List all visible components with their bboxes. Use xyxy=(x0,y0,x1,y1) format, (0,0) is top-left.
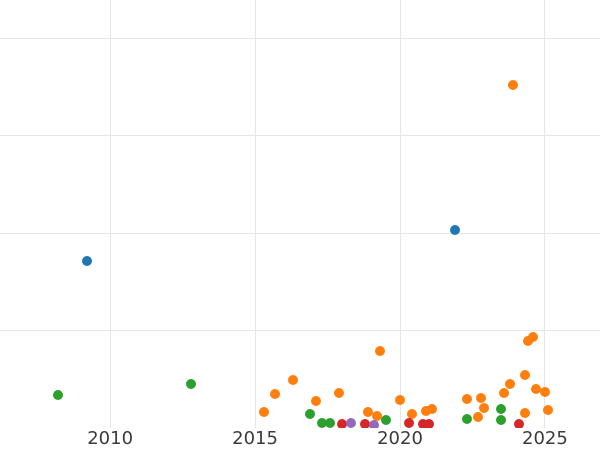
scatter-point-green xyxy=(316,418,327,428)
scatter-point-green xyxy=(325,418,336,428)
scatter-point-orange xyxy=(334,387,345,398)
scatter-point-red xyxy=(513,419,524,428)
x-axis: 2010 2015 2020 2025 xyxy=(0,428,600,450)
x-tick-label: 2025 xyxy=(522,428,568,449)
scatter-point-red xyxy=(423,419,434,428)
scatter-point-green xyxy=(305,409,316,420)
scatter-point-orange xyxy=(426,403,437,414)
scatter-point-orange xyxy=(287,375,298,386)
scatter-point-green xyxy=(52,389,63,400)
scatter-point-orange xyxy=(371,411,382,422)
scatter-point-orange xyxy=(505,379,516,390)
scatter-point-orange xyxy=(528,332,539,343)
plot-area xyxy=(0,0,600,428)
scatter-point-green xyxy=(496,415,507,426)
scatter-point-orange xyxy=(421,406,432,417)
scatter-point-orange xyxy=(270,388,281,399)
scatter-point-red xyxy=(360,419,371,428)
scatter-point-orange xyxy=(539,386,550,397)
scatter-point-green xyxy=(186,379,197,390)
scatter-point-orange xyxy=(258,407,269,418)
x-tick-label: 2015 xyxy=(232,428,278,449)
x-tick-label: 2010 xyxy=(87,428,134,449)
scatter-point-red xyxy=(337,419,348,428)
vertical-gridline xyxy=(399,0,401,428)
x-tick-label: 2020 xyxy=(377,428,423,449)
scatter-point-orange xyxy=(531,384,542,394)
scatter-point-orange xyxy=(542,405,553,416)
horizontal-gridline xyxy=(0,37,600,39)
scatter-point-purple xyxy=(368,420,379,428)
scatter-point-orange xyxy=(519,408,530,419)
scatter-point-orange xyxy=(363,407,374,418)
scatter-point-orange xyxy=(479,402,490,413)
scatter-point-orange xyxy=(499,387,510,398)
scatter-point-blue xyxy=(450,225,461,236)
scatter-point-orange xyxy=(374,345,385,356)
horizontal-gridline xyxy=(0,135,600,137)
scatter-point-green xyxy=(496,403,507,414)
vertical-gridline xyxy=(254,0,256,428)
scatter-point-orange xyxy=(519,370,530,381)
scatter-point-blue xyxy=(81,256,92,267)
scatter-point-green xyxy=(461,414,472,425)
scatter-point-red xyxy=(418,419,429,428)
horizontal-gridline xyxy=(0,330,600,331)
vertical-gridline xyxy=(544,0,546,428)
scatter-point-orange xyxy=(395,394,405,405)
scatter-point-orange xyxy=(476,392,487,403)
scatter-point-purple xyxy=(345,418,356,428)
scatter-point-red xyxy=(403,418,414,428)
scatter-point-orange xyxy=(473,412,484,423)
scatter-point-orange xyxy=(508,79,519,90)
horizontal-gridline xyxy=(0,232,600,234)
scatter-point-green xyxy=(380,415,391,426)
scatter-point-orange xyxy=(310,395,321,406)
scatter-point-orange xyxy=(406,409,417,420)
scatter-point-orange xyxy=(522,336,533,347)
vertical-gridline xyxy=(109,0,111,428)
scatter-point-orange xyxy=(461,393,472,404)
